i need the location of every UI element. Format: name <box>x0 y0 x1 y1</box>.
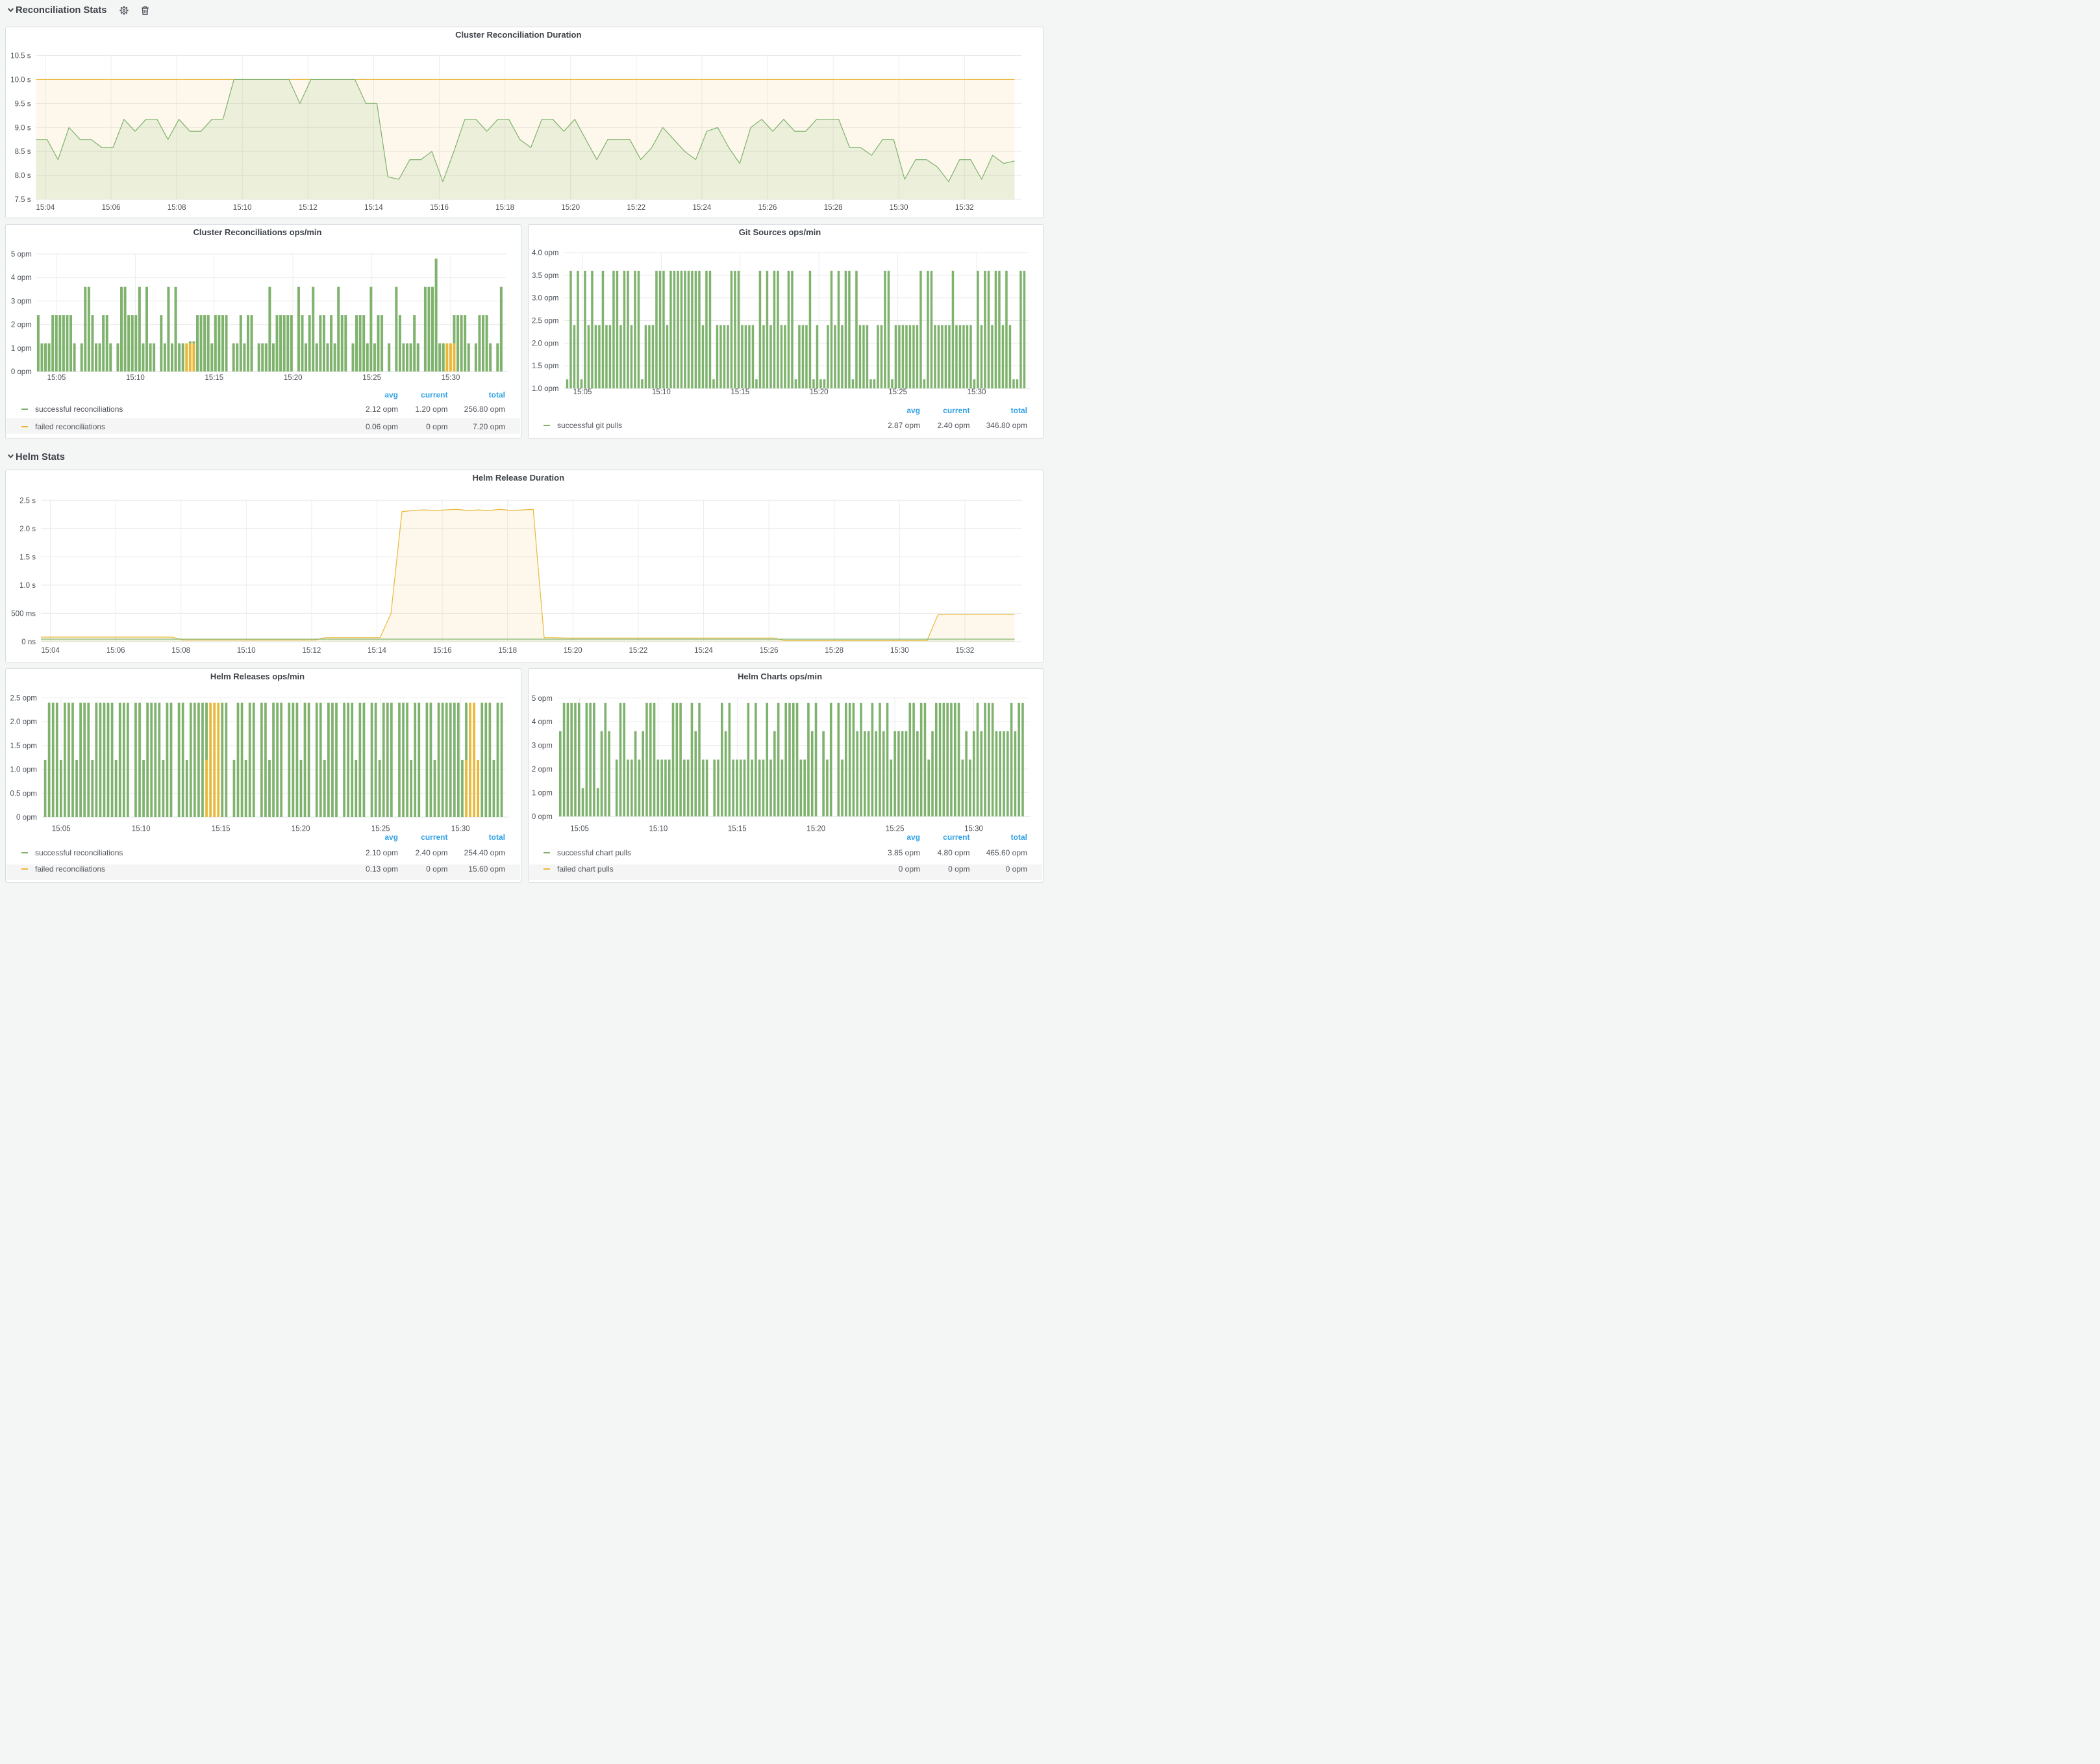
svg-text:15:14: 15:14 <box>364 204 383 212</box>
svg-text:15:04: 15:04 <box>36 204 55 212</box>
svg-text:0 ns: 0 ns <box>21 638 36 646</box>
svg-text:15:15: 15:15 <box>728 825 747 833</box>
svg-text:15:30: 15:30 <box>964 825 983 833</box>
svg-text:9.0 s: 9.0 s <box>15 124 31 132</box>
svg-text:15:05: 15:05 <box>52 825 71 833</box>
svg-text:15:15: 15:15 <box>205 374 223 382</box>
svg-text:15:30: 15:30 <box>890 647 909 655</box>
svg-text:2.0 opm: 2.0 opm <box>532 340 559 347</box>
svg-text:15:06: 15:06 <box>102 204 121 212</box>
svg-text:15:20: 15:20 <box>806 825 825 833</box>
svg-text:0.5 opm: 0.5 opm <box>10 790 37 798</box>
svg-text:7.5 s: 7.5 s <box>15 196 31 204</box>
svg-text:3 opm: 3 opm <box>532 742 553 750</box>
svg-text:5 opm: 5 opm <box>532 694 553 702</box>
svg-text:15:32: 15:32 <box>955 204 974 212</box>
svg-text:15:05: 15:05 <box>570 825 589 833</box>
svg-text:15:26: 15:26 <box>758 204 777 212</box>
svg-text:15:25: 15:25 <box>371 825 390 833</box>
svg-text:15:12: 15:12 <box>299 204 318 212</box>
svg-text:1.5 s: 1.5 s <box>19 553 36 561</box>
svg-text:15:24: 15:24 <box>693 204 712 212</box>
svg-text:15:10: 15:10 <box>649 825 668 833</box>
svg-text:15:24: 15:24 <box>694 647 713 655</box>
svg-text:15:10: 15:10 <box>233 204 252 212</box>
svg-text:15:18: 15:18 <box>498 647 517 655</box>
svg-text:3 opm: 3 opm <box>11 297 32 305</box>
svg-text:15:06: 15:06 <box>106 647 125 655</box>
svg-text:3.0 opm: 3.0 opm <box>532 295 559 303</box>
svg-text:15:14: 15:14 <box>368 647 386 655</box>
svg-text:2.0 s: 2.0 s <box>19 525 36 533</box>
svg-text:3.5 opm: 3.5 opm <box>532 272 559 280</box>
svg-text:15:05: 15:05 <box>573 388 592 396</box>
svg-text:15:12: 15:12 <box>303 647 321 655</box>
svg-text:15:20: 15:20 <box>292 825 310 833</box>
svg-text:10.0 s: 10.0 s <box>10 76 31 84</box>
svg-text:15:18: 15:18 <box>495 204 514 212</box>
svg-text:15:08: 15:08 <box>168 204 186 212</box>
svg-text:15:05: 15:05 <box>47 374 66 382</box>
svg-text:15:16: 15:16 <box>433 647 452 655</box>
svg-text:10.5 s: 10.5 s <box>10 53 31 60</box>
svg-text:15:22: 15:22 <box>629 647 648 655</box>
svg-text:15:20: 15:20 <box>564 647 582 655</box>
svg-text:1 opm: 1 opm <box>532 789 553 797</box>
svg-text:15:30: 15:30 <box>890 204 908 212</box>
svg-text:1 opm: 1 opm <box>11 345 32 353</box>
svg-text:5 opm: 5 opm <box>11 251 32 258</box>
svg-text:500 ms: 500 ms <box>11 610 36 618</box>
svg-text:15:30: 15:30 <box>451 825 470 833</box>
svg-text:15:10: 15:10 <box>237 647 256 655</box>
svg-text:15:30: 15:30 <box>968 388 986 396</box>
svg-text:4 opm: 4 opm <box>532 718 553 726</box>
svg-text:15:25: 15:25 <box>888 388 907 396</box>
svg-text:15:26: 15:26 <box>760 647 779 655</box>
svg-text:4.0 opm: 4.0 opm <box>532 249 559 257</box>
svg-text:0 opm: 0 opm <box>16 814 37 822</box>
svg-text:15:20: 15:20 <box>284 374 303 382</box>
svg-text:9.5 s: 9.5 s <box>15 100 31 108</box>
svg-text:15:16: 15:16 <box>430 204 449 212</box>
svg-text:15:32: 15:32 <box>956 647 975 655</box>
svg-text:0 opm: 0 opm <box>532 813 553 821</box>
svg-text:2.5 s: 2.5 s <box>19 497 36 505</box>
svg-text:1.0 s: 1.0 s <box>19 582 36 590</box>
svg-text:8.5 s: 8.5 s <box>15 148 31 156</box>
svg-text:15:15: 15:15 <box>212 825 231 833</box>
svg-text:15:20: 15:20 <box>561 204 580 212</box>
svg-text:15:10: 15:10 <box>126 374 145 382</box>
svg-text:8.0 s: 8.0 s <box>15 172 31 180</box>
svg-text:1.0 opm: 1.0 opm <box>532 385 559 393</box>
svg-text:15:20: 15:20 <box>810 388 829 396</box>
svg-text:2 opm: 2 opm <box>532 766 553 774</box>
svg-text:2 opm: 2 opm <box>11 321 32 329</box>
svg-text:2.0 opm: 2.0 opm <box>10 718 37 726</box>
svg-text:15:08: 15:08 <box>171 647 190 655</box>
svg-text:15:30: 15:30 <box>442 374 460 382</box>
svg-text:15:22: 15:22 <box>627 204 645 212</box>
svg-text:15:04: 15:04 <box>41 647 60 655</box>
svg-text:2.5 opm: 2.5 opm <box>10 694 37 702</box>
svg-text:15:15: 15:15 <box>731 388 749 396</box>
svg-text:2.5 opm: 2.5 opm <box>532 318 559 325</box>
svg-text:1.5 opm: 1.5 opm <box>532 362 559 370</box>
svg-text:4 opm: 4 opm <box>11 274 32 282</box>
svg-text:15:28: 15:28 <box>824 204 843 212</box>
svg-text:1.5 opm: 1.5 opm <box>10 742 37 750</box>
svg-text:15:25: 15:25 <box>362 374 381 382</box>
svg-text:15:25: 15:25 <box>886 825 905 833</box>
svg-text:0 opm: 0 opm <box>11 368 32 376</box>
svg-text:15:28: 15:28 <box>825 647 844 655</box>
svg-text:15:10: 15:10 <box>132 825 151 833</box>
svg-text:15:10: 15:10 <box>652 388 671 396</box>
svg-text:1.0 opm: 1.0 opm <box>10 766 37 774</box>
